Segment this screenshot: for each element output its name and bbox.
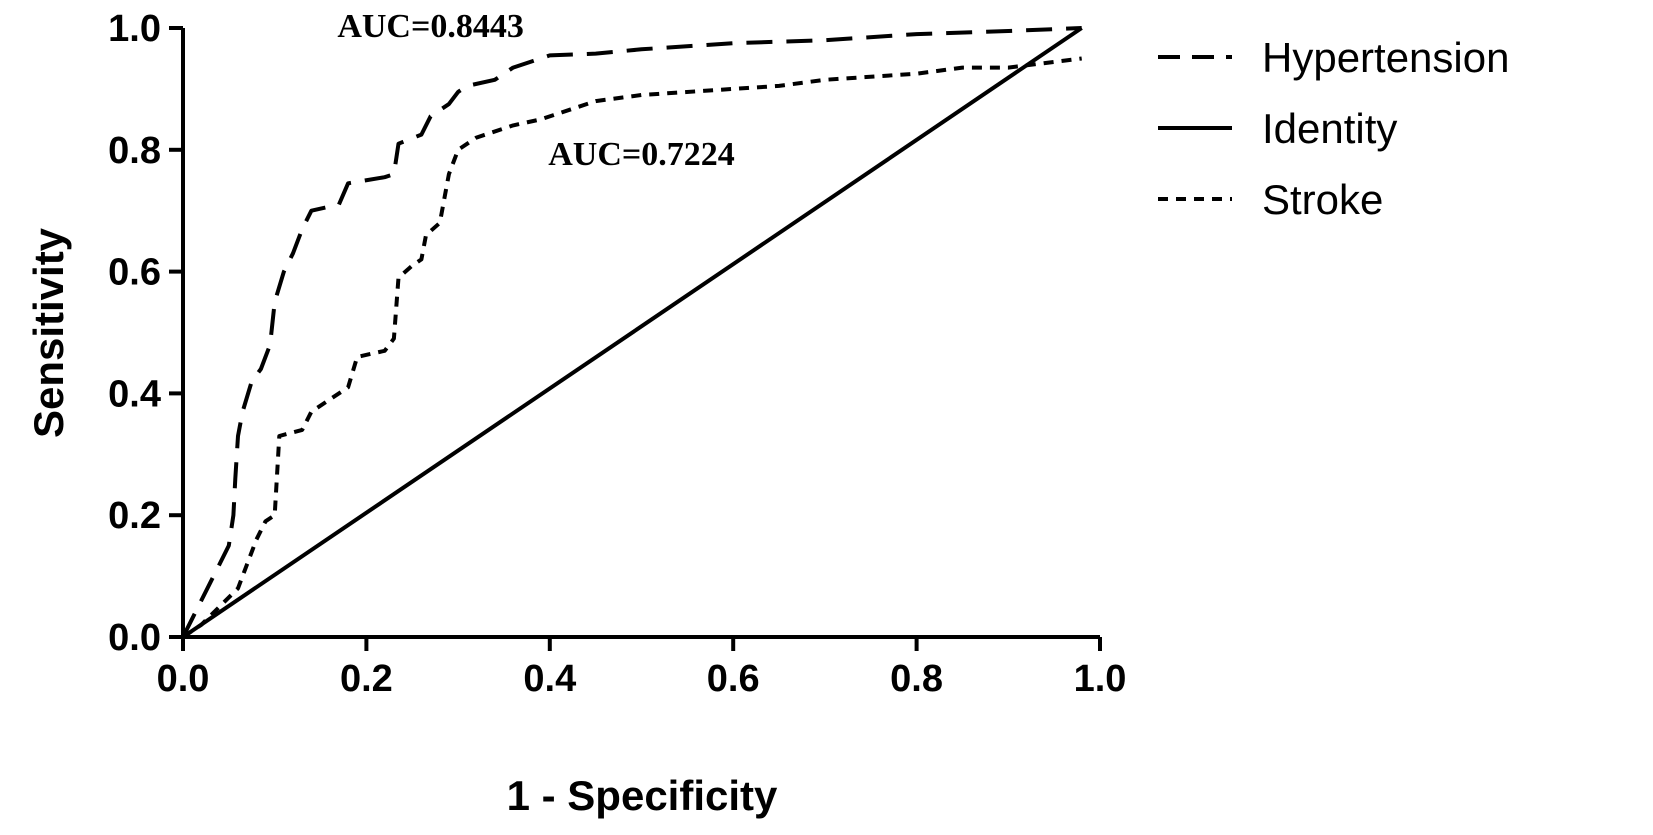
auc-annotation: AUC=0.8443 [337, 8, 524, 45]
x-tick-label: 0.0 [157, 658, 210, 700]
series-layer [181, 26, 1083, 639]
y-axis-title: Sensitivity [25, 227, 72, 438]
annotation-layer: AUC=0.8443 AUC=0.7224 [337, 8, 734, 173]
y-tick-label: 0.2 [108, 495, 161, 537]
series-line-stroke [181, 56, 1082, 639]
legend: Hypertension Identity Stroke [1158, 34, 1509, 223]
x-tick-label: 0.2 [340, 658, 393, 700]
y-tick-label: 0.6 [108, 252, 161, 294]
x-tick-label: 0.8 [890, 658, 943, 700]
axes: 0.0 0.2 0.4 0.6 0.8 1.0 0.0 0.2 0.4 0.6 0.8 1.0 [108, 8, 1126, 700]
y-tick-label: 0.8 [108, 130, 161, 172]
legend-label-identity: Identity [1262, 105, 1397, 152]
y-tick-label: 0.0 [108, 617, 161, 659]
series-line-identity [181, 26, 1083, 639]
x-tick-label: 0.4 [523, 658, 576, 700]
y-tick-label: 0.4 [108, 373, 161, 415]
legend-label-hypertension: Hypertension [1262, 34, 1509, 81]
series-line-hypertension [181, 26, 1082, 638]
x-tick-label: 1.0 [1074, 658, 1127, 700]
y-tick-label: 1.0 [108, 8, 161, 50]
legend-label-stroke: Stroke [1262, 176, 1383, 223]
x-axis-title: 1 - Specificity [507, 772, 778, 819]
auc-annotation: AUC=0.7224 [548, 136, 735, 173]
x-tick-label: 0.6 [707, 658, 760, 700]
